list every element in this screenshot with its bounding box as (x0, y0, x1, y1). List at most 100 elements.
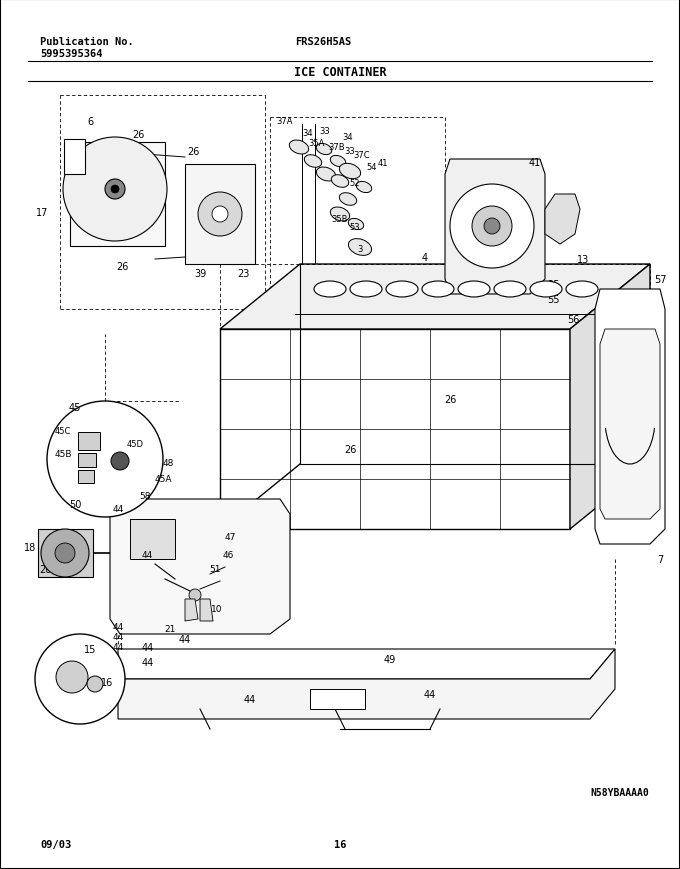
Ellipse shape (305, 156, 322, 168)
Circle shape (63, 138, 167, 242)
Text: 21: 21 (165, 625, 175, 634)
Text: 26: 26 (187, 147, 199, 156)
Ellipse shape (314, 282, 346, 298)
Ellipse shape (494, 282, 526, 298)
Ellipse shape (330, 208, 350, 222)
Text: 20: 20 (39, 564, 51, 574)
Text: 44: 44 (141, 550, 152, 559)
Circle shape (35, 634, 125, 724)
Ellipse shape (350, 282, 382, 298)
Text: 44: 44 (424, 689, 436, 700)
Text: 44: 44 (244, 694, 256, 704)
Text: 17: 17 (36, 208, 48, 218)
Text: 26: 26 (132, 129, 144, 140)
Text: 26: 26 (444, 395, 456, 405)
Text: 55: 55 (547, 295, 559, 305)
Ellipse shape (348, 239, 371, 256)
Bar (38, 529, 93, 577)
Ellipse shape (316, 168, 336, 182)
Text: 18: 18 (24, 542, 36, 553)
Bar (78, 454, 96, 468)
Ellipse shape (316, 144, 332, 156)
Ellipse shape (331, 176, 349, 188)
Ellipse shape (290, 141, 309, 155)
Text: 6: 6 (87, 116, 93, 127)
Ellipse shape (348, 219, 364, 230)
Text: Publication No.: Publication No. (40, 37, 134, 47)
Text: 56: 56 (567, 315, 579, 325)
Ellipse shape (339, 194, 357, 206)
Polygon shape (118, 649, 615, 680)
Text: 15: 15 (84, 644, 96, 654)
Text: 48: 48 (163, 459, 173, 468)
Circle shape (55, 543, 75, 563)
Text: 44: 44 (142, 657, 154, 667)
Circle shape (105, 180, 125, 200)
Circle shape (198, 193, 242, 236)
Text: 25: 25 (547, 280, 559, 289)
Polygon shape (545, 195, 580, 245)
Text: 16: 16 (334, 839, 346, 849)
Circle shape (41, 529, 89, 577)
Text: 37B: 37B (328, 143, 345, 152)
Text: 53: 53 (350, 223, 360, 232)
Circle shape (472, 207, 512, 247)
Text: 44: 44 (112, 623, 124, 632)
Text: 58: 58 (139, 492, 151, 501)
Circle shape (450, 185, 534, 269)
Ellipse shape (339, 164, 360, 180)
Polygon shape (310, 689, 365, 709)
Text: 45D: 45D (126, 440, 143, 449)
Ellipse shape (422, 282, 454, 298)
Text: 44: 44 (179, 634, 191, 644)
Polygon shape (220, 265, 650, 329)
Ellipse shape (566, 282, 598, 298)
Text: N58YBAAAA0: N58YBAAAA0 (590, 787, 649, 797)
Text: 34: 34 (343, 133, 354, 143)
Text: 41: 41 (378, 158, 388, 168)
Text: 35B: 35B (332, 216, 348, 224)
Text: 33: 33 (345, 148, 356, 156)
Text: 34: 34 (303, 129, 313, 138)
Text: 45: 45 (69, 402, 81, 413)
Polygon shape (595, 289, 665, 544)
Circle shape (189, 589, 201, 601)
Text: 41: 41 (529, 158, 541, 168)
Text: 45B: 45B (54, 450, 72, 459)
Text: 2: 2 (609, 335, 615, 345)
Polygon shape (185, 165, 255, 265)
Circle shape (111, 186, 119, 194)
Text: 44: 44 (112, 633, 124, 642)
Text: 44: 44 (112, 505, 124, 514)
Circle shape (56, 661, 88, 693)
Bar (78, 470, 94, 483)
Circle shape (111, 453, 129, 470)
Text: 35A: 35A (308, 138, 324, 148)
Text: 4: 4 (422, 253, 428, 262)
Text: FRS26H5AS: FRS26H5AS (295, 37, 352, 47)
Ellipse shape (458, 282, 490, 298)
Polygon shape (70, 143, 165, 247)
Polygon shape (600, 329, 660, 520)
Text: 26: 26 (184, 607, 196, 617)
Text: 49: 49 (384, 654, 396, 664)
Bar (78, 433, 100, 450)
Ellipse shape (386, 282, 418, 298)
Ellipse shape (530, 282, 562, 298)
Text: 37A: 37A (277, 117, 293, 126)
Text: 54: 54 (367, 163, 377, 172)
Circle shape (484, 219, 500, 235)
Text: 5995395364: 5995395364 (40, 49, 103, 59)
Ellipse shape (330, 156, 345, 168)
Polygon shape (220, 329, 570, 529)
Circle shape (212, 207, 228, 222)
Text: 45C: 45C (55, 427, 71, 436)
Text: 51: 51 (209, 565, 221, 574)
Text: 25: 25 (562, 195, 574, 205)
Text: 26: 26 (116, 262, 129, 272)
Polygon shape (200, 600, 213, 621)
Text: 44: 44 (142, 642, 154, 653)
Text: 16: 16 (101, 677, 113, 687)
Text: 46: 46 (222, 550, 234, 559)
Polygon shape (64, 140, 85, 175)
